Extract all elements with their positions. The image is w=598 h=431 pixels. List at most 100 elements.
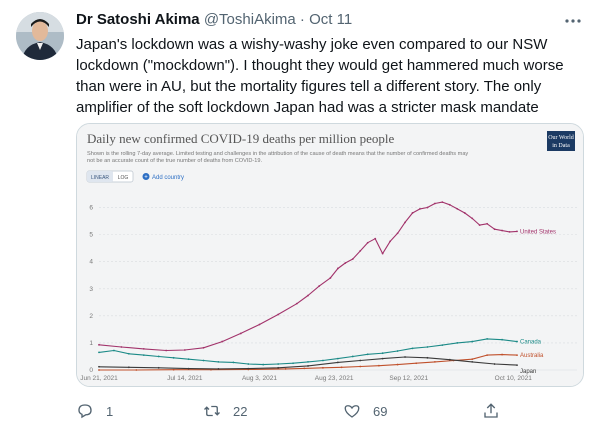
x-tick-label: Aug 23, 2021	[315, 375, 354, 382]
share-button[interactable]	[482, 398, 512, 424]
chart-x-ticks: Jun 21, 2021 Jul 14, 2021 Aug 3, 2021 Aug 2…	[80, 375, 532, 382]
data-point	[396, 363, 399, 366]
y-tick-label: 3	[89, 286, 93, 293]
data-point	[463, 212, 466, 214]
chart-image-card[interactable]: Daily new confirmed COVID-19 deaths per …	[76, 123, 584, 387]
data-point	[217, 368, 220, 370]
x-tick-label: Jun 21, 2021	[80, 375, 118, 382]
reply-button[interactable]: 1	[76, 398, 113, 424]
data-point	[344, 262, 347, 264]
separator-dot: ·	[299, 11, 305, 28]
data-point	[359, 249, 362, 252]
data-point	[381, 357, 384, 360]
retweet-icon	[204, 405, 220, 417]
data-point	[142, 347, 145, 350]
tweet-header: Dr Satoshi Akima @ToshiAkima · Oct 11	[76, 11, 352, 28]
data-point	[262, 363, 265, 366]
data-point	[486, 222, 489, 225]
data-point	[307, 360, 309, 363]
y-tick-label: 1	[89, 340, 93, 347]
data-point	[98, 343, 100, 346]
data-point	[221, 340, 224, 343]
y-tick-label: 6	[89, 205, 93, 212]
data-point	[404, 221, 406, 224]
data-point	[404, 356, 406, 358]
owid-chart: Daily new confirmed COVID-19 deaths per …	[77, 124, 583, 386]
avatar-photo	[16, 12, 64, 60]
series-label: Australia	[520, 353, 544, 359]
data-point	[232, 361, 235, 364]
data-point	[98, 351, 100, 354]
data-point	[165, 349, 168, 352]
data-point	[516, 230, 518, 233]
retweet-button[interactable]: 22	[203, 398, 247, 424]
data-point	[98, 365, 100, 368]
data-point	[217, 360, 220, 363]
tweet-text-line: lockdown ("mockdown"). I thought they wo…	[76, 57, 564, 74]
data-point	[157, 366, 160, 369]
data-point	[98, 369, 100, 371]
chart-y-ticks: 0 1 2 3 4 5 6	[89, 205, 93, 374]
y-tick-label: 2	[89, 313, 93, 320]
data-point	[359, 359, 362, 362]
data-point	[366, 241, 369, 244]
heart-icon	[344, 405, 360, 418]
tweet-text-line: amplifier of the soft lockdown Japan had…	[76, 99, 539, 116]
data-point	[426, 356, 429, 359]
data-point	[127, 366, 130, 369]
chart-subtitle-line: not be an accurate count of the true num…	[87, 158, 263, 164]
data-point	[318, 285, 321, 287]
x-tick-label: Aug 3, 2021	[242, 375, 277, 382]
author-handle[interactable]: @ToshiAkima	[203, 11, 296, 28]
data-point	[135, 369, 138, 371]
data-point	[471, 360, 474, 363]
data-point	[172, 368, 175, 371]
add-country-button: + Add country	[142, 173, 184, 181]
data-point	[396, 232, 399, 235]
data-point	[127, 352, 130, 355]
data-point	[493, 228, 496, 231]
data-point	[516, 354, 518, 357]
more-dots-icon[interactable]	[562, 10, 584, 32]
tweet-date[interactable]: Oct 11	[309, 11, 353, 28]
data-point	[378, 364, 380, 367]
tweet-text: Japan's lockdown was a wishy-washy joke …	[76, 34, 582, 118]
data-point	[501, 229, 503, 232]
like-button[interactable]: 69	[343, 398, 387, 424]
data-point	[336, 267, 339, 270]
reply-icon	[78, 404, 92, 419]
tweet-text-line: than were in AU, but the mortality figur…	[76, 78, 542, 95]
data-point	[277, 313, 280, 316]
data-point	[307, 365, 309, 367]
data-point	[433, 202, 436, 205]
author-avatar[interactable]	[16, 12, 64, 60]
data-point	[351, 258, 354, 260]
data-point	[113, 349, 115, 352]
plus-circle-icon	[142, 173, 150, 180]
data-point	[486, 354, 489, 357]
chart-subtitle-line: Shown is the rolling 7-day average. Limi…	[87, 151, 468, 157]
data-point	[471, 358, 474, 361]
data-point	[471, 340, 474, 343]
data-point	[366, 353, 369, 356]
reply-count: 1	[106, 403, 114, 419]
y-tick-label: 4	[89, 259, 93, 266]
data-point	[415, 362, 418, 365]
data-point	[501, 338, 503, 341]
x-tick-label: Oct 10, 2021	[495, 375, 533, 382]
data-point	[374, 237, 377, 240]
data-point	[433, 360, 436, 363]
data-point	[277, 363, 280, 365]
author-name[interactable]: Dr Satoshi Akima	[76, 11, 200, 28]
data-point	[389, 240, 392, 243]
tweet-actions: 1 22 69	[76, 398, 582, 424]
owid-logo-line: in Data	[552, 143, 570, 149]
data-point	[456, 207, 459, 210]
chart-series-lines	[98, 201, 518, 371]
data-point	[441, 201, 444, 204]
share-icon	[484, 403, 498, 418]
linear-toggle: LINEAR	[91, 175, 109, 181]
data-point	[329, 277, 332, 279]
data-point	[441, 344, 444, 346]
data-point	[381, 352, 384, 355]
